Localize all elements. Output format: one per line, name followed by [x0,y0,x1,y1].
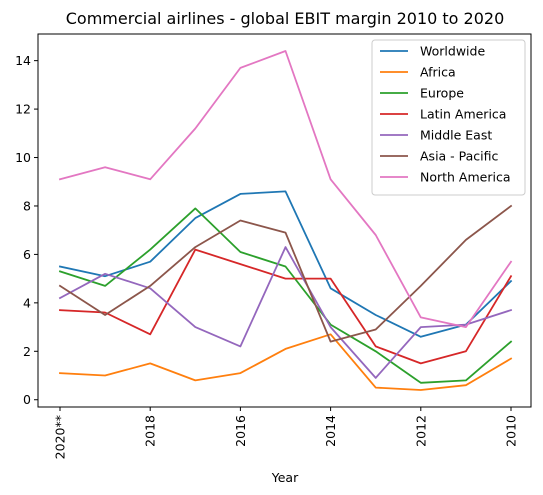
x-axis-label: Year [271,470,299,485]
legend-frame [371,39,526,196]
plot-frame [37,33,532,408]
y-axis: 0 2 4 6 8 10 12 14 [15,53,38,407]
series-line-0 [58,190,513,338]
series-line-3 [59,248,513,365]
series-line-1 [59,333,513,391]
y-tick-label: 14 [15,53,31,68]
series-line-6 [58,50,513,329]
y-tick-label: 12 [15,102,31,117]
legend-entry-label: Latin America [420,107,506,122]
series-line-4 [58,246,513,379]
y-tick-label: 2 [23,344,31,359]
y-tick-label: 4 [23,295,31,310]
legend-entry-label: Africa [420,65,456,80]
legend-entry-label: Middle East [420,128,492,143]
x-axis: 2020** 2018 2016 2014 2012 2010 [53,407,519,459]
series-line-2 [58,207,513,384]
legend-entry-label: Europe [420,86,464,101]
legend-entry-label: North America [420,170,511,185]
x-tick-label: 2012 [413,415,428,447]
chart-title: Commercial airlines - global EBIT margin… [66,9,505,28]
x-tick-label: 2016 [233,415,248,447]
y-tick-label: 0 [23,392,31,407]
legend-entry-label: Worldwide [420,44,485,59]
y-tick-label: 6 [23,247,31,262]
y-tick-label: 8 [23,198,31,213]
y-tick-label: 10 [15,150,31,165]
x-tick-label: 2018 [143,415,158,447]
x-tick-label: 2010 [504,415,519,447]
plot-lines [58,50,513,391]
x-tick-label: 2020** [53,415,68,459]
legend: Worldwide Africa Europe Latin America Middle… [371,39,526,196]
legend-entry-label: Asia - Pacific [420,149,499,164]
series-line-5 [58,204,513,343]
x-tick-label: 2014 [323,415,338,447]
